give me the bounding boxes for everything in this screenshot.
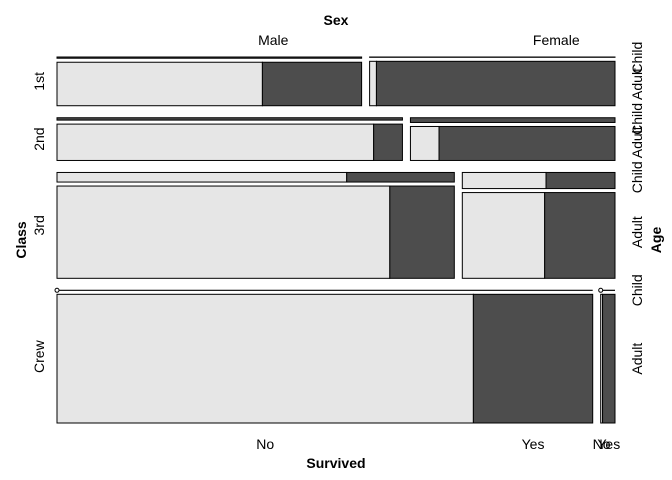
age-tick-1st-adult: Adult	[629, 68, 645, 100]
cell-2nd-female-child-yes	[409, 117, 616, 123]
cell-2nd-female-adult-no	[409, 125, 440, 161]
cell-3rd-female-child-yes	[545, 171, 616, 190]
sex-tick-male: Male	[258, 32, 289, 48]
cell-2nd-male-child-yes	[56, 117, 403, 121]
cell-1st-male-child-yes	[56, 56, 363, 59]
age-tick-3rd-child: Child	[629, 161, 645, 193]
top-variable-label: Sex	[324, 12, 349, 28]
cell-crew-female-adult-yes	[602, 293, 616, 424]
age-tick-2nd-adult: Adult	[629, 126, 645, 158]
class-tick-2nd: 2nd	[31, 127, 47, 150]
left-variable-label: Class	[13, 221, 29, 259]
class-tick-3rd: 3rd	[31, 215, 47, 235]
cell-crew-male-adult-yes	[472, 293, 594, 424]
cell-1st-male-adult-no	[56, 61, 263, 107]
cell-3rd-female-adult-no	[461, 192, 546, 279]
cell-2nd-female-adult-yes	[438, 125, 616, 161]
zero-cell-markers	[54, 287, 615, 293]
survived-tick-1: Yes	[522, 436, 545, 452]
age-tick-2nd-child: Child	[629, 103, 645, 135]
age-tick-crew-adult: Adult	[629, 343, 645, 375]
survived-tick-2: No	[593, 436, 611, 452]
cell-crew-male-adult-no	[56, 293, 474, 424]
cell-1st-male-adult-yes	[261, 61, 363, 107]
cell-3rd-male-adult-no	[56, 185, 391, 279]
cell-1st-female-adult-no	[369, 60, 377, 107]
cell-2nd-male-adult-yes	[373, 123, 403, 161]
zero-dot-Crew-Male-Child	[54, 287, 60, 293]
class-tick-crew: Crew	[31, 339, 47, 373]
cell-3rd-female-adult-yes	[544, 192, 616, 279]
age-tick-1st-child: Child	[629, 42, 645, 74]
survived-tick-3: Yes	[597, 436, 620, 452]
cell-3rd-male-child-yes	[346, 171, 455, 183]
cell-3rd-male-adult-yes	[389, 185, 455, 279]
mosaic-labels: Sex Survived Class Age 1st 2nd 3rd Crew Male…	[13, 12, 664, 471]
age-tick-3rd-adult: Adult	[629, 216, 645, 248]
mosaic-cells	[56, 56, 616, 424]
class-tick-1st: 1st	[31, 72, 47, 91]
bottom-variable-label: Survived	[306, 455, 365, 471]
zero-dot-Crew-Female-Child	[598, 287, 604, 293]
cell-1st-female-adult-yes	[375, 60, 616, 107]
cell-3rd-male-child-no	[56, 171, 348, 183]
right-variable-label: Age	[648, 227, 664, 254]
age-tick-crew-child: Child	[629, 274, 645, 306]
sex-tick-female: Female	[533, 32, 580, 48]
cell-3rd-female-child-no	[461, 171, 547, 190]
survived-tick-0: No	[256, 436, 274, 452]
cell-2nd-male-adult-no	[56, 123, 375, 161]
